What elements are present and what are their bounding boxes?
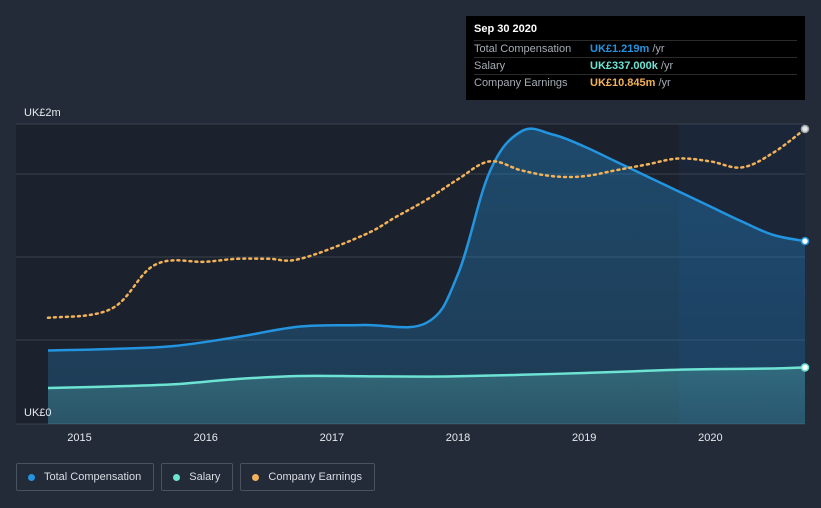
x-tick-label: 2020	[698, 432, 722, 444]
tooltip-unit: /yr	[652, 43, 665, 55]
tooltip-panel: Sep 30 2020 Total Compensation UK£1.219m…	[466, 16, 805, 100]
x-tick-label: 2015	[67, 432, 91, 444]
legend-dot-icon	[28, 473, 35, 481]
tooltip-value: UK£1.219m	[590, 43, 650, 55]
tooltip-row-total-compensation: Total Compensation UK£1.219m /yr	[474, 40, 797, 57]
total-compensation-end-point	[800, 236, 810, 246]
legend-label: Salary	[189, 471, 221, 483]
tooltip-label: Company Earnings	[474, 77, 568, 89]
tooltip-unit: /yr	[658, 77, 671, 89]
tooltip-date: Sep 30 2020	[474, 23, 537, 35]
salary-line	[47, 366, 806, 390]
y-tick-label: UK£0	[24, 407, 52, 419]
legend-label: Company Earnings	[268, 471, 362, 483]
tooltip-row-company-earnings: Company Earnings UK£10.845m /yr	[474, 74, 797, 91]
legend-dot-icon	[252, 473, 260, 481]
company-earnings-end-point	[800, 124, 810, 134]
tooltip-row-salary: Salary UK£337.000k /yr	[474, 57, 797, 74]
salary-area	[48, 367, 805, 424]
total-compensation-line	[47, 127, 806, 352]
chart-legend: Total Compensation Salary Company Earnin…	[16, 463, 375, 491]
tooltip-label: Total Compensation	[474, 43, 572, 55]
tooltip-value: UK£10.845m	[590, 77, 656, 89]
tooltip-label: Salary	[474, 60, 506, 72]
salary-end-point	[800, 363, 810, 372]
tooltip-unit: /yr	[660, 60, 674, 72]
tooltip-value: UK£337.000k	[590, 60, 658, 72]
x-tick-label: 2017	[320, 432, 344, 444]
legend-item-company-earnings[interactable]: Company Earnings	[240, 463, 375, 491]
company-earnings-line	[46, 127, 807, 320]
y-tick-label: UK£2m	[24, 107, 61, 119]
x-tick-label: 2019	[572, 432, 596, 444]
legend-item-total-compensation[interactable]: Total Compensation	[16, 463, 155, 491]
x-tick-label: 2016	[193, 432, 217, 444]
legend-dot-icon	[173, 473, 181, 481]
legend-item-salary[interactable]: Salary	[161, 463, 234, 491]
legend-label: Total Compensation	[44, 471, 142, 483]
x-tick-label: 2018	[446, 432, 470, 444]
total-compensation-area	[48, 128, 805, 424]
